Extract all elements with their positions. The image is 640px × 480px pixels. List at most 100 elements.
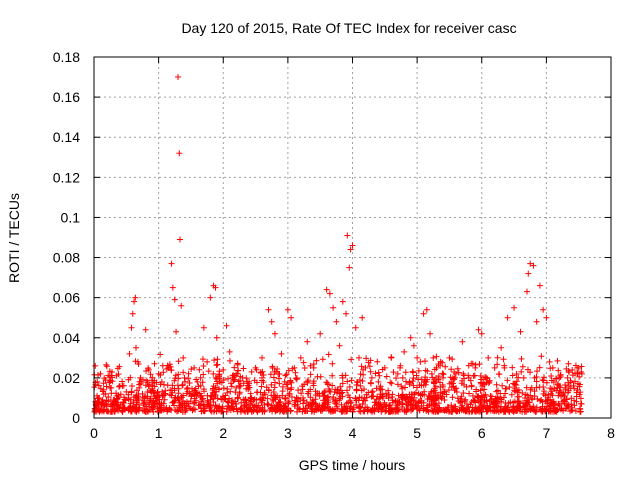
data-point bbox=[293, 375, 300, 382]
data-point bbox=[288, 393, 295, 400]
data-point bbox=[191, 364, 198, 371]
data-point bbox=[251, 377, 258, 384]
data-point bbox=[214, 361, 221, 368]
data-point bbox=[472, 364, 479, 371]
data-point bbox=[527, 386, 534, 393]
data-point bbox=[448, 379, 455, 386]
data-point bbox=[241, 397, 248, 404]
y-tick-label: 0.08 bbox=[53, 250, 80, 266]
x-tick-label: 7 bbox=[542, 425, 550, 441]
x-tick-labels: 0 1 2 3 4 5 6 7 8 bbox=[90, 425, 615, 441]
data-point bbox=[557, 371, 564, 378]
data-point bbox=[319, 356, 326, 363]
data-point bbox=[140, 397, 147, 404]
data-point bbox=[522, 400, 529, 407]
data-point bbox=[336, 342, 343, 349]
data-point bbox=[460, 390, 467, 397]
data-point bbox=[199, 356, 206, 363]
data-point bbox=[172, 375, 179, 382]
data-point bbox=[402, 378, 409, 385]
data-point bbox=[213, 362, 220, 369]
data-point bbox=[103, 363, 110, 370]
data-point bbox=[426, 394, 433, 401]
data-point bbox=[513, 371, 520, 378]
data-point bbox=[573, 393, 580, 400]
data-point bbox=[201, 408, 208, 415]
data-point bbox=[577, 408, 584, 415]
data-point bbox=[321, 389, 328, 396]
data-point bbox=[171, 377, 178, 384]
data-point bbox=[571, 402, 578, 409]
data-point bbox=[343, 400, 350, 407]
data-point bbox=[555, 392, 562, 399]
data-point bbox=[116, 405, 123, 412]
data-point bbox=[571, 378, 578, 385]
data-point bbox=[329, 372, 336, 379]
data-point bbox=[253, 397, 260, 404]
data-point bbox=[187, 390, 194, 397]
data-point bbox=[213, 388, 220, 395]
data-point bbox=[259, 396, 266, 403]
data-point bbox=[399, 374, 406, 381]
data-point bbox=[123, 388, 130, 395]
data-point bbox=[488, 393, 495, 400]
data-point bbox=[196, 366, 203, 373]
data-point bbox=[240, 380, 247, 387]
data-point bbox=[448, 366, 455, 373]
data-point bbox=[520, 374, 527, 381]
data-point bbox=[502, 390, 509, 397]
data-point bbox=[543, 379, 550, 386]
data-point bbox=[536, 364, 543, 371]
data-point bbox=[304, 338, 311, 345]
data-point bbox=[271, 368, 278, 375]
data-point bbox=[175, 358, 182, 365]
data-point bbox=[250, 406, 257, 413]
data-point bbox=[549, 392, 556, 399]
data-point bbox=[452, 370, 459, 377]
data-point bbox=[284, 306, 291, 313]
data-point bbox=[302, 408, 309, 415]
data-point bbox=[552, 406, 559, 413]
data-point bbox=[154, 394, 161, 401]
data-point bbox=[194, 378, 201, 385]
data-point bbox=[402, 384, 409, 391]
data-point bbox=[297, 354, 304, 361]
x-tick-label: 3 bbox=[284, 425, 292, 441]
data-point bbox=[374, 358, 381, 365]
data-point bbox=[532, 408, 539, 415]
data-point bbox=[128, 388, 135, 395]
data-point bbox=[246, 405, 253, 412]
data-point bbox=[548, 377, 555, 384]
data-point bbox=[242, 396, 249, 403]
data-point bbox=[368, 374, 375, 381]
data-point bbox=[434, 403, 441, 410]
data-point bbox=[319, 406, 326, 413]
data-point bbox=[113, 392, 120, 399]
data-point bbox=[512, 388, 519, 395]
data-point bbox=[409, 368, 416, 375]
data-point bbox=[322, 400, 329, 407]
data-point bbox=[536, 282, 543, 289]
data-point bbox=[448, 402, 455, 409]
data-point bbox=[146, 381, 153, 388]
data-point bbox=[245, 382, 252, 389]
data-point bbox=[132, 294, 139, 301]
data-point bbox=[358, 387, 365, 394]
data-point bbox=[134, 358, 141, 365]
data-point bbox=[473, 388, 480, 395]
data-point bbox=[435, 361, 442, 368]
data-point bbox=[359, 314, 366, 321]
data-point bbox=[267, 405, 274, 412]
data-point bbox=[468, 382, 475, 389]
data-point bbox=[276, 380, 283, 387]
data-point bbox=[275, 400, 282, 407]
data-point bbox=[525, 270, 532, 277]
data-point bbox=[300, 400, 307, 407]
grid-lines bbox=[94, 57, 611, 418]
data-point bbox=[151, 400, 158, 407]
data-point bbox=[548, 373, 555, 380]
data-point bbox=[443, 391, 450, 398]
data-point bbox=[263, 384, 270, 391]
data-point bbox=[197, 374, 204, 381]
data-point bbox=[225, 375, 232, 382]
